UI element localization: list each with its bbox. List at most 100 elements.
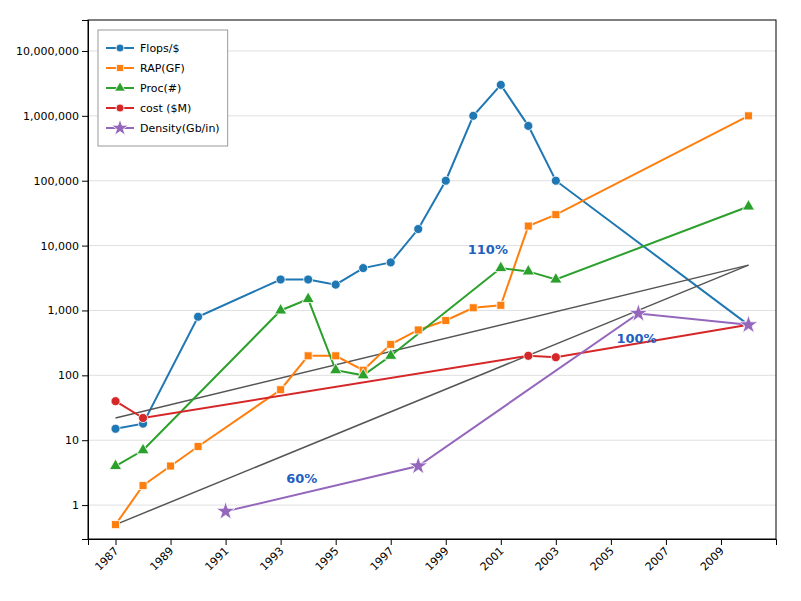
tick: 2001 <box>478 539 507 574</box>
tick: 1,000 <box>48 304 89 317</box>
tick: 1995 <box>313 539 342 574</box>
tick: 100,000 <box>34 175 89 188</box>
tick-label: 1999 <box>423 545 452 574</box>
marker <box>495 261 507 272</box>
legend-marker <box>116 44 124 52</box>
tick-label: 10 <box>65 434 79 447</box>
tick: 10,000,000 <box>16 45 88 58</box>
tick: 10,000 <box>41 240 89 253</box>
tick-label: 1995 <box>313 545 342 574</box>
marker <box>139 413 148 422</box>
legend-label: Flops/$ <box>140 42 180 55</box>
marker <box>522 264 534 275</box>
marker <box>441 176 450 185</box>
tick: 1 <box>72 499 88 512</box>
tick-label: 2003 <box>533 545 562 574</box>
marker <box>409 456 428 474</box>
tick: 1999 <box>423 539 452 574</box>
grid-line <box>88 245 776 246</box>
x-axis: 1987 1989 1991 1993 1995 1997 1999 2001 2003 2005… <box>89 539 777 574</box>
grid-line <box>88 505 776 506</box>
legend-marker <box>111 119 128 135</box>
grid-line <box>88 310 776 311</box>
marker <box>739 315 758 333</box>
marker <box>109 459 121 470</box>
marker <box>524 121 533 130</box>
marker <box>524 351 533 360</box>
tick-mark <box>281 539 282 545</box>
legend-entry: Flops/$ <box>106 42 180 55</box>
marker <box>194 442 202 450</box>
marker <box>304 275 313 284</box>
axis-line <box>82 21 89 540</box>
tick-mark <box>82 375 88 376</box>
trend-line <box>116 265 749 524</box>
annotations: 60%100%110% <box>286 242 656 486</box>
marker <box>275 303 287 314</box>
grid-line <box>88 375 776 376</box>
tick-label: 2005 <box>588 545 617 574</box>
tick: 1,000,000 <box>23 110 88 123</box>
tick-mark <box>556 539 557 545</box>
marker <box>469 111 478 120</box>
tick-label: 1,000 <box>48 304 80 317</box>
tick-mark <box>721 539 722 545</box>
tick: 2007 <box>643 539 672 574</box>
marker <box>386 258 395 267</box>
tick-label: 1987 <box>92 545 121 574</box>
tick: 1993 <box>258 539 287 574</box>
legend-box <box>98 30 228 146</box>
marker <box>744 112 752 120</box>
legend-label: Proc(#) <box>140 82 181 95</box>
tick-label: 10,000,000 <box>16 45 79 58</box>
marker <box>111 397 120 406</box>
marker <box>524 222 532 230</box>
tick-mark <box>501 539 502 545</box>
tick-mark <box>226 539 227 545</box>
tick-mark <box>82 440 88 441</box>
grid-line <box>88 180 776 181</box>
marker <box>216 501 235 519</box>
marker <box>276 275 285 284</box>
legend-label: RAP(GF) <box>140 62 185 75</box>
marker <box>387 340 395 348</box>
legend-label: Density(Gb/in) <box>140 122 220 135</box>
annotation: 60% <box>286 471 317 486</box>
y-axis: 1101001,00010,000100,0001,000,00010,000,… <box>16 21 88 540</box>
marker <box>332 352 340 360</box>
marker <box>550 272 562 283</box>
tick: 10 <box>65 434 88 447</box>
marker <box>742 200 754 211</box>
tick-mark <box>82 505 88 506</box>
legend: Flops/$RAP(GF)Proc(#)cost ($M)Density(Gb… <box>98 30 228 146</box>
tick-label: 1989 <box>147 545 176 574</box>
marker <box>302 292 314 303</box>
tick: 1997 <box>368 539 397 574</box>
tick-label: 1 <box>72 499 79 512</box>
legend-entry: Density(Gb/in) <box>106 119 220 135</box>
marker <box>385 349 397 360</box>
tick: 1991 <box>202 539 231 574</box>
marker <box>551 176 560 185</box>
tick-mark <box>82 116 88 117</box>
tick-label: 10,000 <box>41 240 80 253</box>
marker <box>304 352 312 360</box>
tick-mark <box>666 539 667 545</box>
tick-mark <box>171 539 172 545</box>
marker <box>551 353 560 362</box>
tick-label: 2007 <box>643 545 672 574</box>
plot-frame <box>88 20 776 539</box>
tick-label: 1993 <box>258 545 287 574</box>
trend-line <box>116 265 749 418</box>
annotation: 100% <box>616 331 656 346</box>
tick-mark <box>611 539 612 545</box>
marker <box>194 312 203 321</box>
marker <box>139 482 147 490</box>
marker <box>112 521 120 529</box>
tick-label: 100,000 <box>34 175 80 188</box>
tick-label: 2009 <box>698 545 727 574</box>
series-line <box>226 313 749 511</box>
tick: 2005 <box>588 539 617 574</box>
marker <box>359 264 368 273</box>
legend-marker <box>116 64 123 71</box>
